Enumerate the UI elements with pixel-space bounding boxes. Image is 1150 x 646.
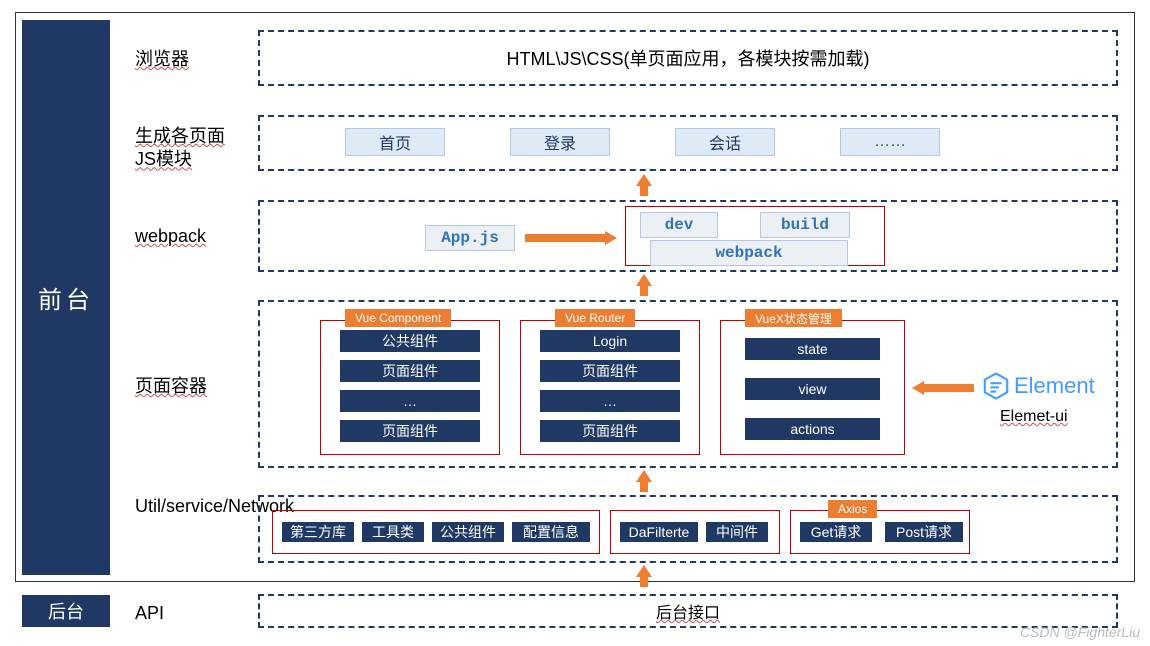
util-g0-1: 工具类 <box>362 522 424 542</box>
container-g0-item-1: 页面组件 <box>340 360 480 382</box>
jsmod-chip-0: 首页 <box>345 128 445 156</box>
webpack-target-0: dev <box>640 212 718 238</box>
row-label-container: 页面容器 <box>135 375 207 398</box>
container-g0-item-2: … <box>340 390 480 412</box>
element-sublabel: Elemet-ui <box>1000 408 1068 426</box>
arrow-util-to-container-icon <box>636 565 652 577</box>
util-g2-0: Get请求 <box>800 522 872 542</box>
util-g0-3: 配置信息 <box>512 522 590 542</box>
element-icon <box>982 372 1010 400</box>
arrow-element-stem <box>924 384 974 392</box>
element-label: Element <box>1014 373 1095 399</box>
arrow-element-head-icon <box>912 381 924 395</box>
arrow-webpack-to-jsmod-icon <box>636 274 652 286</box>
container-g1-item-1: 页面组件 <box>540 360 680 382</box>
container-g1-item-0: Login <box>540 330 680 352</box>
container-g1-item-3: 页面组件 <box>540 420 680 442</box>
row-label-webpack: webpack <box>135 225 206 248</box>
row-label-browser: 浏览器 <box>135 48 189 71</box>
container-g1-item-2: … <box>540 390 680 412</box>
container-g2-item-1: view <box>745 378 880 400</box>
util-g0-0: 第三方库 <box>282 522 354 542</box>
api-text: 后台接口 <box>656 599 720 623</box>
container-tag-0: Vue Component <box>345 309 451 327</box>
row-label-jsmodules: 生成各页面JS模块 <box>135 125 245 172</box>
util-g0-2: 公共组件 <box>432 522 504 542</box>
browser-box: HTML\JS\CSS(单页面应用，各模块按需加载) <box>258 30 1118 86</box>
backend-label-bar: 后台 <box>22 595 110 627</box>
webpack-target-1: build <box>760 212 850 238</box>
arrow-appjs-stem <box>525 234 605 242</box>
frontend-label-bar: 前台 <box>22 20 110 575</box>
element-logo: Element <box>982 372 1095 400</box>
container-tag-1: Vue Router <box>555 309 635 327</box>
jsmod-chip-2: 会话 <box>675 128 775 156</box>
container-tag-2: VueX状态管理 <box>745 309 842 327</box>
util-g1-0: DaFilterte <box>620 522 698 542</box>
arrow-jsmod-to-browser-icon <box>636 174 652 186</box>
jsmod-chip-3: …… <box>840 128 940 156</box>
container-g0-item-3: 页面组件 <box>340 420 480 442</box>
util-tag-axios: Axios <box>828 500 877 518</box>
row-label-util: Util/service/Network <box>135 495 245 518</box>
util-g2-1: Post请求 <box>885 522 963 542</box>
appjs-chip: App.js <box>425 225 515 251</box>
webpack-target-2: webpack <box>650 240 848 266</box>
container-g2-item-0: state <box>745 338 880 360</box>
container-g0-item-0: 公共组件 <box>340 330 480 352</box>
browser-text: HTML\JS\CSS(单页面应用，各模块按需加载) <box>506 45 869 71</box>
container-g2-item-2: actions <box>745 418 880 440</box>
jsmod-chip-1: 登录 <box>510 128 610 156</box>
watermark: CSDN @FighterLiu <box>1020 624 1140 640</box>
arrow-container-to-webpack-icon <box>636 470 652 482</box>
util-g1-1: 中间件 <box>706 522 768 542</box>
api-box: 后台接口 <box>258 594 1118 628</box>
row-label-api: API <box>135 602 164 625</box>
arrow-appjs-head-icon <box>605 231 617 245</box>
